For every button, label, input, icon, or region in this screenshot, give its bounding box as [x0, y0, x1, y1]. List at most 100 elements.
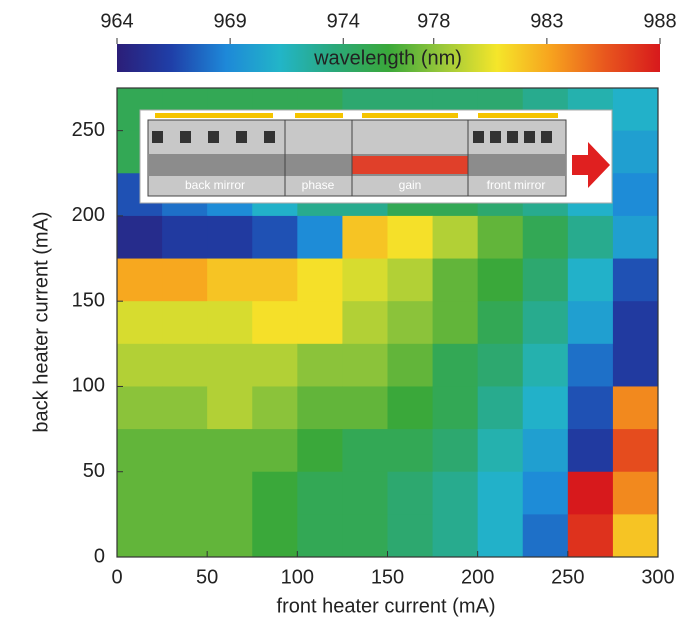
- heatmap-cell: [297, 215, 343, 260]
- heatmap-cell: [432, 258, 479, 302]
- colorbar-label: wavelength (nm): [313, 47, 462, 69]
- heatmap-cell: [612, 258, 659, 302]
- heatmap-cell: [477, 258, 524, 302]
- x-tick-label: 50: [196, 566, 218, 588]
- heatmap-cell: [297, 301, 343, 345]
- heatmap-cell: [162, 386, 208, 430]
- x-tick-label: 300: [641, 566, 674, 588]
- heatmap-cell: [387, 471, 434, 515]
- heatmap-cell: [432, 386, 479, 430]
- heatmap-cell: [612, 215, 659, 260]
- heatmap-cell: [207, 429, 253, 473]
- heatmap-cell: [477, 386, 524, 430]
- heatmap-cell: [252, 514, 298, 558]
- y-tick-label: 100: [72, 375, 105, 397]
- heatmap-cell: [612, 130, 659, 174]
- heatmap-cell: [522, 343, 569, 387]
- heatmap-cell: [162, 215, 208, 260]
- heatmap-cell: [612, 173, 659, 217]
- heatmap-cell: [612, 471, 659, 515]
- heatmap-cell: [612, 88, 659, 132]
- laser-diagram: back mirror phase gain front mirror: [139, 109, 613, 204]
- heatmap-cell: [612, 386, 659, 430]
- heatmap-cell: [117, 301, 163, 345]
- heatmap-cell: [477, 471, 524, 515]
- heatmap-cell: [477, 215, 524, 260]
- heatmap-cell: [342, 514, 388, 558]
- heatmap-cell: [252, 429, 298, 473]
- heatmap-cell: [342, 301, 388, 345]
- heatmap-cell: [522, 386, 569, 430]
- heatmap-cell: [162, 343, 208, 387]
- heatmap-cell: [567, 386, 614, 430]
- heatmap-cell: [207, 215, 253, 260]
- heatmap-cell: [117, 258, 163, 302]
- heatmap-cell: [612, 514, 659, 558]
- inset-label: back mirror: [185, 178, 245, 192]
- heatmap-cell: [477, 429, 524, 473]
- heatmap-cell: [387, 386, 434, 430]
- heatmap-cell: [117, 429, 163, 473]
- heatmap-cell: [342, 429, 388, 473]
- heatmap-cell: [117, 215, 163, 260]
- heatmap-cell: [477, 514, 524, 558]
- heatmap-cell: [432, 343, 479, 387]
- heatmap-cell: [252, 471, 298, 515]
- heatmap-cell: [252, 301, 298, 345]
- heatmap-cell: [117, 514, 163, 558]
- heatmap-cell: [522, 471, 569, 515]
- heatmap-cell: [567, 429, 614, 473]
- heatmap-cell: [342, 471, 388, 515]
- colorbar-tick-label: 978: [417, 10, 450, 32]
- heatmap-cell: [387, 429, 434, 473]
- heatmap-cell: [612, 429, 659, 473]
- heatmap-cell: [387, 215, 434, 260]
- heatmap-cell: [387, 343, 434, 387]
- heatmap-cell: [342, 215, 388, 260]
- x-tick-label: 250: [551, 566, 584, 588]
- heatmap-cell: [432, 429, 479, 473]
- heatmap-cell: [567, 258, 614, 302]
- y-tick-label: 200: [72, 204, 105, 226]
- x-axis-title: front heater current (mA): [277, 595, 496, 617]
- heatmap-cell: [387, 258, 434, 302]
- x-tick-label: 100: [281, 566, 314, 588]
- heatmap-cell: [297, 343, 343, 387]
- y-tick-label: 0: [94, 545, 105, 567]
- colorbar-tick-label: 964: [100, 10, 133, 32]
- heatmap-cell: [567, 471, 614, 515]
- heatmap-cell: [252, 386, 298, 430]
- heatmap-cell: [297, 258, 343, 302]
- output-arrow: [572, 142, 610, 188]
- heatmap-cell: [432, 514, 479, 558]
- heatmap-cell: [522, 258, 569, 302]
- heatmap-cell: [117, 343, 163, 387]
- heatmap-cell: [162, 301, 208, 345]
- heatmap-cell: [567, 343, 614, 387]
- colorbar-tick-label: 988: [643, 10, 676, 32]
- heatmap-cell: [162, 471, 208, 515]
- y-tick-label: 50: [83, 460, 105, 482]
- colorbar-tick-label: 974: [327, 10, 360, 32]
- colorbar-tick-label: 983: [530, 10, 563, 32]
- heatmap-cell: [117, 386, 163, 430]
- inset-label: phase: [302, 178, 335, 192]
- heatmap-cell: [297, 514, 343, 558]
- heatmap-cell: [342, 258, 388, 302]
- heatmap-cell: [162, 514, 208, 558]
- heatmap-cell: [207, 258, 253, 302]
- colorbar-tick-label: 969: [213, 10, 246, 32]
- heatmap-cell: [117, 471, 163, 515]
- x-tick-label: 200: [461, 566, 494, 588]
- heatmap-cell: [522, 215, 569, 260]
- heatmap-cell: [252, 343, 298, 387]
- heatmap-cell: [567, 301, 614, 345]
- heatmap-cell: [252, 215, 298, 260]
- x-tick-label: 0: [111, 566, 122, 588]
- heatmap-cell: [207, 343, 253, 387]
- heatmap-cell: [342, 343, 388, 387]
- heatmap-cell: [162, 258, 208, 302]
- colorbar: [117, 44, 660, 72]
- heatmap-cell: [207, 471, 253, 515]
